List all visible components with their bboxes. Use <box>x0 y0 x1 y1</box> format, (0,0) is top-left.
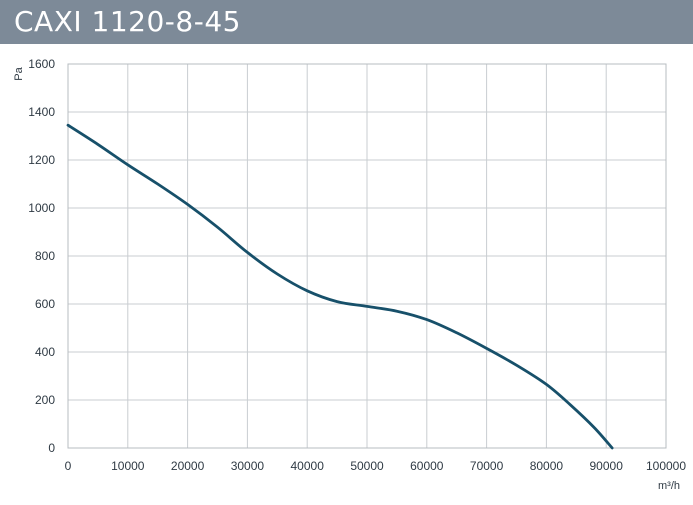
plot-frame <box>67 63 667 449</box>
y-tick-label: 1400 <box>28 105 55 119</box>
x-tick-label: 90000 <box>590 459 624 473</box>
x-axis-ticks: 0 10000 20000 30000 40000 50000 60000 70000 8000… <box>65 459 687 473</box>
x-tick-label: 60000 <box>410 459 444 473</box>
x-tick-label: 100000 <box>646 459 686 473</box>
y-axis-unit: Pa <box>13 66 25 80</box>
x-tick-label: 10000 <box>111 459 145 473</box>
y-tick-label: 200 <box>35 393 55 407</box>
y-axis-ticks: 0 200 400 600 800 1000 1200 1400 1600 <box>28 57 55 455</box>
chart-title: CAXI 1120-8-45 <box>14 5 241 38</box>
x-tick-label: 70000 <box>470 459 504 473</box>
title-bar: CAXI 1120-8-45 <box>0 0 693 44</box>
y-tick-label: 1600 <box>28 57 55 71</box>
y-tick-label: 0 <box>48 441 55 455</box>
y-tick-label: 1200 <box>28 153 55 167</box>
grid <box>67 63 667 449</box>
x-axis-unit: m³/h <box>658 480 680 492</box>
x-tick-label: 40000 <box>291 459 325 473</box>
y-tick-label: 1000 <box>28 201 55 215</box>
y-tick-label: 800 <box>35 249 55 263</box>
x-tick-label: 30000 <box>231 459 265 473</box>
series-line-0 <box>66 123 614 450</box>
y-tick-label: 600 <box>35 297 55 311</box>
x-tick-label: 50000 <box>350 459 384 473</box>
x-tick-label: 0 <box>65 459 72 473</box>
series-layer <box>66 123 614 450</box>
x-tick-label: 20000 <box>171 459 205 473</box>
x-tick-label: 80000 <box>530 459 564 473</box>
y-tick-label: 400 <box>35 345 55 359</box>
